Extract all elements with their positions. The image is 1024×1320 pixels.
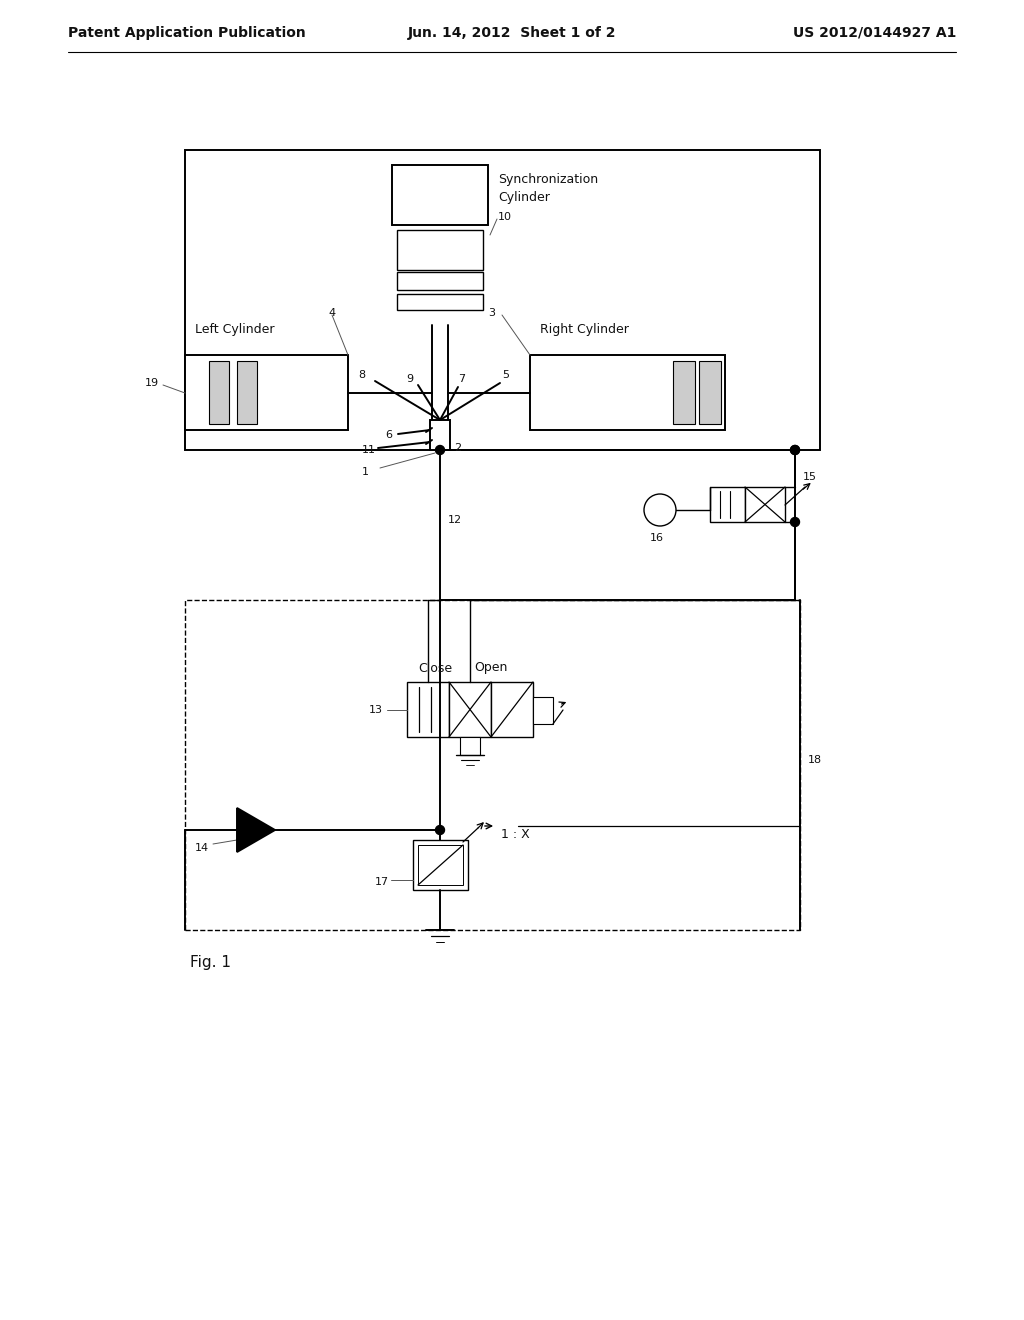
Bar <box>397 272 483 290</box>
Circle shape <box>435 825 444 834</box>
Text: Jun. 14, 2012  Sheet 1 of 2: Jun. 14, 2012 Sheet 1 of 2 <box>408 26 616 40</box>
Text: Patent Application Publication: Patent Application Publication <box>68 26 306 40</box>
Text: 9: 9 <box>406 374 413 384</box>
Text: Synchronization: Synchronization <box>498 173 598 186</box>
Circle shape <box>435 446 444 454</box>
Text: Fig. 1: Fig. 1 <box>190 954 231 969</box>
Text: 8: 8 <box>358 370 366 380</box>
Bar <box>430 420 450 450</box>
Text: 5: 5 <box>502 370 509 380</box>
Text: 17: 17 <box>375 876 389 887</box>
Bar <box>449 682 490 737</box>
Bar <box>407 682 449 737</box>
Text: 6: 6 <box>385 430 392 440</box>
Text: 3: 3 <box>488 308 495 318</box>
Text: Open: Open <box>474 661 507 675</box>
Bar <box>392 165 488 224</box>
Bar <box>397 294 483 310</box>
Text: Right Cylinder: Right Cylinder <box>540 323 629 337</box>
Bar <box>185 601 800 931</box>
Text: 4: 4 <box>328 308 335 318</box>
Text: 16: 16 <box>650 533 664 543</box>
Text: 15: 15 <box>803 473 817 482</box>
Bar <box>490 682 534 737</box>
Bar <box>418 845 463 884</box>
Bar <box>710 487 745 521</box>
Text: 18: 18 <box>808 755 822 766</box>
Circle shape <box>791 446 800 454</box>
Text: 1 : X: 1 : X <box>501 828 529 841</box>
Circle shape <box>791 446 800 454</box>
Bar <box>530 355 725 430</box>
Text: 2: 2 <box>454 444 461 453</box>
Text: 14: 14 <box>195 843 209 853</box>
Bar <box>460 737 480 755</box>
Circle shape <box>644 494 676 525</box>
Text: 10: 10 <box>498 213 512 222</box>
Text: 12: 12 <box>449 515 462 525</box>
Bar <box>185 355 348 430</box>
Text: 19: 19 <box>145 378 159 388</box>
Text: 7: 7 <box>458 374 465 384</box>
Text: US 2012/0144927 A1: US 2012/0144927 A1 <box>793 26 956 40</box>
Bar <box>397 230 483 271</box>
Text: Cylinder: Cylinder <box>498 191 550 205</box>
Bar <box>237 360 257 424</box>
Bar <box>209 360 229 424</box>
Text: Close: Close <box>418 661 453 675</box>
Text: 13: 13 <box>369 705 383 715</box>
Text: Left Cylinder: Left Cylinder <box>195 323 274 337</box>
Bar <box>534 697 553 723</box>
Bar <box>413 840 468 890</box>
Bar <box>699 360 721 424</box>
Bar <box>673 360 695 424</box>
Circle shape <box>791 517 800 527</box>
Bar <box>185 150 820 450</box>
Bar <box>745 487 785 521</box>
Text: 11: 11 <box>362 445 376 455</box>
Polygon shape <box>237 808 275 851</box>
Text: 1: 1 <box>362 467 369 477</box>
